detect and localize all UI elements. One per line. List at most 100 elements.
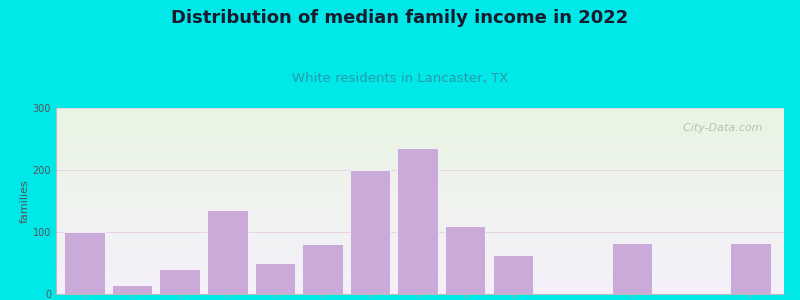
Bar (56, 221, 784, 222)
Bar (56, 151, 784, 152)
Bar (56, 242, 784, 243)
Bar (611, 242, 652, 294)
Bar (56, 137, 784, 138)
Bar (56, 173, 784, 174)
Bar (56, 111, 784, 112)
Bar (56, 130, 784, 131)
Bar (56, 293, 784, 294)
Text: White residents in Lancaster, TX: White residents in Lancaster, TX (292, 72, 508, 85)
Bar (56, 188, 784, 189)
Bar (56, 166, 784, 167)
Y-axis label: families: families (20, 179, 30, 223)
Bar (56, 194, 784, 195)
Bar (56, 128, 784, 129)
Bar (56, 257, 784, 258)
Bar (56, 210, 784, 211)
Bar (56, 220, 784, 221)
Bar (56, 236, 784, 237)
Bar (56, 120, 784, 121)
Bar (56, 233, 784, 235)
Bar (56, 219, 784, 220)
Bar (350, 170, 390, 294)
Bar (56, 201, 784, 202)
Bar (56, 114, 784, 115)
Bar (56, 147, 784, 148)
Text: Distribution of median family income in 2022: Distribution of median family income in … (171, 9, 629, 27)
Bar (56, 241, 784, 242)
Bar (56, 215, 784, 216)
Bar (56, 153, 784, 154)
Bar (56, 279, 784, 280)
Bar (56, 247, 784, 248)
Bar (56, 174, 784, 175)
Bar (56, 232, 784, 233)
Bar (56, 115, 784, 116)
Bar (56, 162, 784, 163)
Bar (56, 186, 784, 187)
Bar (56, 117, 784, 118)
Bar (56, 285, 784, 286)
Bar (56, 274, 784, 275)
Bar (56, 228, 784, 229)
Bar (56, 288, 784, 289)
Bar (56, 224, 784, 225)
Bar (56, 292, 784, 293)
Bar (56, 222, 784, 223)
Bar (112, 285, 152, 294)
Bar (56, 195, 784, 196)
Bar (56, 231, 784, 232)
Bar (56, 208, 784, 209)
Bar (56, 266, 784, 267)
Bar (56, 276, 784, 277)
Bar (56, 280, 784, 281)
Bar (56, 168, 784, 169)
Bar (56, 156, 784, 157)
Bar (56, 286, 784, 287)
Bar (56, 199, 784, 200)
Bar (56, 118, 784, 119)
Bar (56, 157, 784, 158)
Bar (56, 171, 784, 172)
Bar (56, 177, 784, 178)
Bar (56, 197, 784, 198)
Bar (56, 214, 784, 215)
Bar (56, 140, 784, 142)
Bar (56, 159, 784, 160)
Bar (56, 229, 784, 230)
Bar (56, 262, 784, 263)
Bar (56, 245, 784, 246)
Bar (56, 191, 784, 192)
Bar (56, 267, 784, 268)
Bar (56, 136, 784, 137)
Bar (56, 291, 784, 292)
Bar (56, 211, 784, 212)
Bar (56, 217, 784, 218)
Bar (56, 108, 784, 109)
Bar (56, 123, 784, 124)
Bar (56, 132, 784, 133)
Bar (56, 145, 784, 146)
Bar (56, 192, 784, 193)
Bar (56, 256, 784, 257)
Bar (56, 212, 784, 213)
Bar (56, 230, 784, 231)
Bar (56, 265, 784, 266)
Bar (207, 210, 247, 294)
Bar (56, 134, 784, 135)
Bar (56, 146, 784, 147)
Text: City-Data.com: City-Data.com (676, 123, 762, 133)
Bar (56, 122, 784, 123)
Bar (56, 198, 784, 199)
Bar (56, 206, 784, 207)
Bar (56, 135, 784, 136)
Bar (56, 185, 784, 186)
Bar (56, 273, 784, 274)
Bar (398, 148, 438, 294)
Bar (56, 251, 784, 252)
Bar (56, 239, 784, 240)
Bar (56, 150, 784, 151)
Bar (56, 183, 784, 184)
Bar (56, 167, 784, 169)
Bar (56, 164, 784, 165)
Bar (56, 255, 784, 256)
